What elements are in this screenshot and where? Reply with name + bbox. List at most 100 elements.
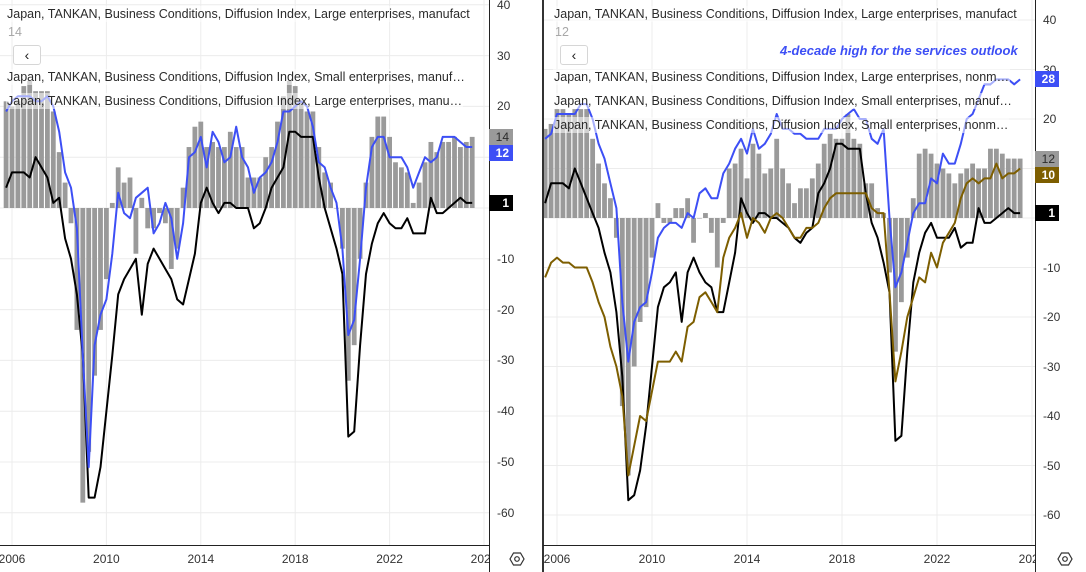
last-value-badge: 12 — [1035, 150, 1059, 167]
legend-large-manufacturing[interactable]: Japan, TANKAN, Business Conditions, Diff… — [553, 6, 1018, 22]
bar — [263, 157, 269, 208]
bar — [602, 183, 607, 218]
bar — [798, 188, 803, 218]
bar — [560, 109, 566, 218]
bar — [964, 168, 970, 218]
bar — [286, 81, 292, 208]
bar — [1005, 158, 1011, 218]
right-x-axis[interactable]: 2006 2010 2014 2018 2022 2026 — [544, 546, 1035, 572]
bar — [726, 168, 732, 218]
legend-value: 12 — [555, 25, 569, 39]
bar — [697, 218, 702, 219]
bar — [86, 208, 92, 452]
left-x-axis[interactable]: 2006 2010 2014 2018 2022 2026 — [0, 546, 489, 572]
bar — [993, 148, 999, 218]
bar — [192, 126, 198, 208]
bar — [673, 208, 679, 218]
line-series — [5, 95, 473, 469]
bar — [863, 183, 869, 218]
x-tick-label: 2026 — [1018, 552, 1035, 566]
bar — [703, 213, 708, 218]
bar — [910, 198, 916, 218]
legend-small-nonmanufacturing[interactable]: Japan, TANKAN, Business Conditions, Diff… — [553, 117, 1010, 133]
bar — [109, 202, 115, 208]
left-chart-plot[interactable] — [0, 0, 489, 546]
bar — [345, 208, 351, 381]
bar — [410, 202, 416, 208]
bar — [434, 152, 440, 208]
bar — [62, 182, 68, 208]
bar — [762, 173, 768, 218]
gear-icon[interactable] — [509, 551, 525, 567]
bar — [548, 123, 554, 218]
legend-collapse-button[interactable]: ‹ — [560, 45, 588, 65]
last-value-badge: 10 — [1035, 166, 1059, 183]
y-tick-label: -30 — [497, 353, 515, 368]
bar — [667, 218, 673, 223]
bar — [566, 114, 572, 218]
x-tick-label: 2006 — [544, 552, 571, 566]
bar — [387, 136, 392, 208]
bar — [381, 116, 387, 208]
bar — [786, 183, 791, 218]
legend-large-manufacturing[interactable]: Japan, TANKAN, Business Conditions, Diff… — [6, 6, 471, 22]
bar — [328, 182, 333, 208]
gear-icon[interactable] — [1057, 551, 1073, 567]
bar — [39, 91, 44, 208]
bar — [803, 188, 809, 218]
bar — [121, 182, 127, 208]
bar — [127, 177, 133, 208]
x-tick-label: 2026 — [470, 552, 489, 566]
bar — [708, 218, 714, 233]
bar — [916, 153, 922, 218]
y-tick-label: -20 — [1043, 310, 1061, 324]
legend-large-nonmanufacturing[interactable]: Japan, TANKAN, Business Conditions, Diff… — [553, 69, 1011, 85]
bar — [768, 168, 774, 218]
bar — [970, 163, 976, 218]
bar — [174, 208, 180, 249]
legend-small-manufacturing[interactable]: Japan, TANKAN, Business Conditions, Diff… — [6, 69, 466, 85]
left-chart-pane: Japan, TANKAN, Business Conditions, Diff… — [0, 0, 489, 572]
left-y-axis-line — [489, 0, 490, 572]
bar — [976, 168, 981, 218]
bar — [584, 109, 590, 218]
bar — [934, 163, 940, 218]
x-tick-label: 2022 — [923, 552, 951, 566]
bar — [631, 218, 637, 367]
y-tick-label: -10 — [497, 251, 515, 266]
bar — [163, 208, 168, 224]
x-tick-label: 2010 — [638, 552, 666, 566]
bar — [45, 91, 50, 208]
bar — [233, 147, 239, 208]
bar — [952, 183, 958, 218]
line-series — [544, 162, 1021, 477]
bar — [375, 116, 381, 208]
right-chart-pane: Japan, TANKAN, Business Conditions, Diff… — [543, 0, 1035, 572]
bar — [92, 208, 97, 376]
bar — [999, 153, 1005, 218]
bar — [151, 208, 156, 229]
bar — [625, 218, 631, 476]
bar — [222, 147, 227, 208]
pane-divider[interactable] — [542, 0, 544, 572]
bar — [750, 143, 756, 218]
bar — [269, 147, 274, 208]
bar — [216, 147, 221, 208]
legend-collapse-button[interactable]: ‹ — [13, 45, 41, 65]
x-tick-label: 2022 — [376, 552, 403, 566]
bar — [988, 148, 993, 218]
bar — [351, 208, 357, 346]
y-tick-label: -30 — [1043, 359, 1061, 374]
legend-large-manufacturing-outlook[interactable]: Japan, TANKAN, Business Conditions, Diff… — [6, 93, 464, 109]
legend-small-manufacturing[interactable]: Japan, TANKAN, Business Conditions, Diff… — [553, 93, 1013, 109]
bar — [732, 163, 738, 218]
bar — [809, 178, 815, 218]
bar — [204, 147, 210, 208]
bar — [416, 182, 422, 208]
bar — [756, 153, 762, 218]
bar — [56, 152, 62, 208]
bar — [340, 208, 345, 249]
bar — [655, 203, 661, 218]
y-tick-label: 20 — [497, 99, 511, 114]
bar — [982, 168, 987, 218]
